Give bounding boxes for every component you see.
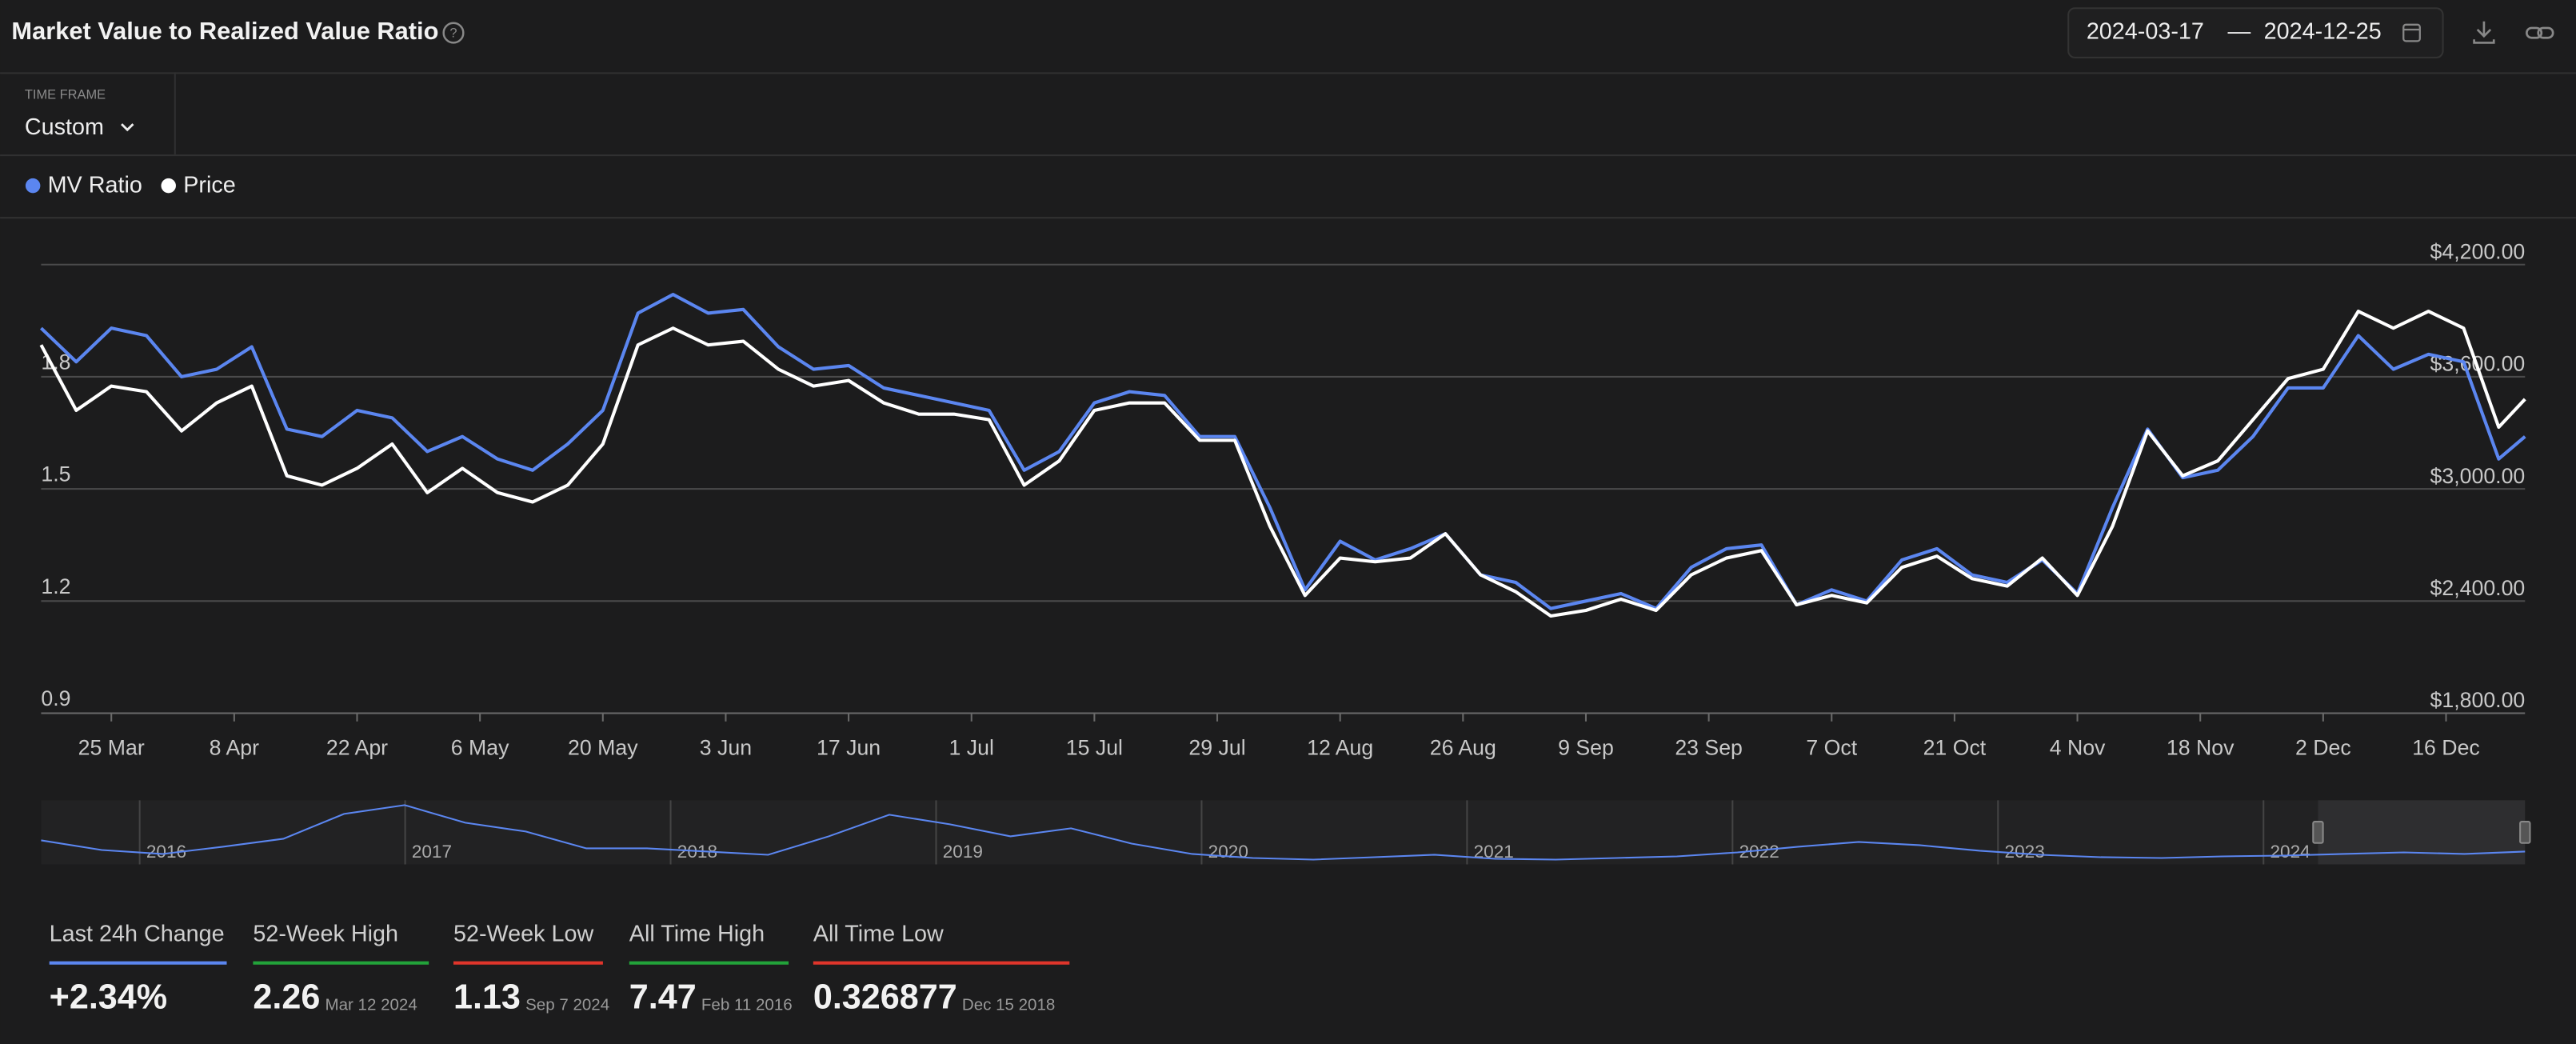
stat-value: 0.326877 (813, 978, 957, 1016)
x-tick-label: 9 Sep (1558, 736, 1614, 760)
stat-date: Feb 11 2016 (701, 996, 793, 1014)
x-tick-label: 7 Oct (1806, 736, 1857, 760)
date-from[interactable]: 2024-03-17 (2087, 19, 2204, 45)
y2-tick-label: $4,200.00 (2430, 239, 2526, 263)
x-tick-label: 3 Jun (700, 736, 752, 760)
x-tick-label: 4 Nov (2050, 736, 2106, 760)
x-tick-label: 2 Dec (2295, 736, 2351, 760)
stat-label: 52-Week High (253, 921, 398, 946)
stat-label: All Time Low (813, 921, 944, 946)
help-icon[interactable]: ? (442, 22, 465, 44)
x-tick-label: 25 Mar (78, 736, 145, 760)
navigator-year-label: 2019 (943, 842, 983, 862)
date-range-box[interactable] (2067, 7, 2444, 58)
x-tick-label: 1 Jul (949, 736, 994, 760)
x-tick-label: 17 Jun (817, 736, 881, 760)
date-to[interactable]: 2024-12-25 (2264, 19, 2382, 45)
calendar-icon[interactable] (2402, 23, 2421, 42)
timeframe-label: TIME FRAME (25, 87, 106, 102)
stat-label: 52-Week Low (453, 921, 593, 946)
x-tick-label: 29 Jul (1188, 736, 1245, 760)
x-tick-label: 15 Jul (1066, 736, 1123, 760)
y-tick-label: 1.2 (41, 574, 70, 598)
x-tick-label: 21 Oct (1923, 736, 1987, 760)
navigator-background (41, 800, 2526, 865)
legend-marker (25, 178, 41, 194)
y2-tick-label: $2,400.00 (2430, 576, 2526, 600)
stat-date: Sep 7 2024 (525, 996, 609, 1014)
x-tick-label: 22 Apr (326, 736, 388, 760)
stat-value: 7.47 (629, 978, 697, 1016)
navigator-line (41, 804, 2526, 861)
timeframe-value[interactable]: Custom (25, 114, 104, 140)
title: Market Value to Realized Value Ratio (11, 17, 438, 45)
x-tick-label: 23 Sep (1675, 736, 1743, 760)
stat-value: +2.34% (50, 978, 167, 1016)
stat-value: 2.26 (253, 978, 320, 1016)
stat-value: 1.13 (453, 978, 521, 1016)
stat-date: Dec 15 2018 (962, 996, 1055, 1014)
navigator-year-label: 2023 (2005, 842, 2045, 862)
link-icon[interactable] (2525, 26, 2554, 39)
date-separator: — (2227, 19, 2251, 45)
x-tick-label: 18 Nov (2167, 736, 2235, 760)
navigator-year-label: 2020 (1208, 842, 1248, 862)
plot: $1,800.00$2,400.00$3,000.00$3,600.00$4,2… (39, 239, 2526, 760)
stat-date: Mar 12 2024 (325, 996, 417, 1014)
y2-tick-label: $1,800.00 (2430, 688, 2526, 712)
download-icon[interactable] (2473, 21, 2495, 44)
y-tick-label: 0.9 (41, 686, 70, 710)
stats: Last 24h Change +2.34% 52-Week High 2.26 Mar… (49, 921, 1070, 1016)
x-tick-label: 20 May (568, 736, 638, 760)
y2-tick-label: $3,000.00 (2430, 464, 2526, 488)
navigator: 2016 2017 2018 2019 2020 2021 2022 2023 2024 (41, 800, 2531, 865)
x-tick-label: 8 Apr (210, 736, 259, 760)
legend: MV Ratio Price (25, 173, 236, 198)
navigator-year-label: 2024 (2270, 842, 2310, 862)
navigator-selection[interactable] (2318, 800, 2526, 865)
navigator-handle[interactable] (2519, 821, 2531, 844)
chevron[interactable] (121, 123, 134, 132)
stat-label: All Time High (629, 921, 765, 946)
series-line (39, 293, 2526, 610)
series-line (39, 310, 2526, 618)
legend-marker (161, 178, 176, 194)
x-tick-label: 12 Aug (1307, 736, 1373, 760)
y-tick-label: 1.5 (41, 462, 70, 486)
x-tick-label: 26 Aug (1430, 736, 1496, 760)
svg-text:?: ? (449, 26, 457, 40)
x-tick-label: 16 Dec (2412, 736, 2480, 760)
navigator-year-label: 2017 (412, 842, 452, 862)
legend-label: Price (183, 173, 236, 198)
legend-label: MV Ratio (48, 173, 142, 198)
stat-label: Last 24h Change (50, 921, 225, 946)
navigator-handle[interactable] (2312, 821, 2324, 844)
x-tick-label: 6 May (451, 736, 509, 760)
